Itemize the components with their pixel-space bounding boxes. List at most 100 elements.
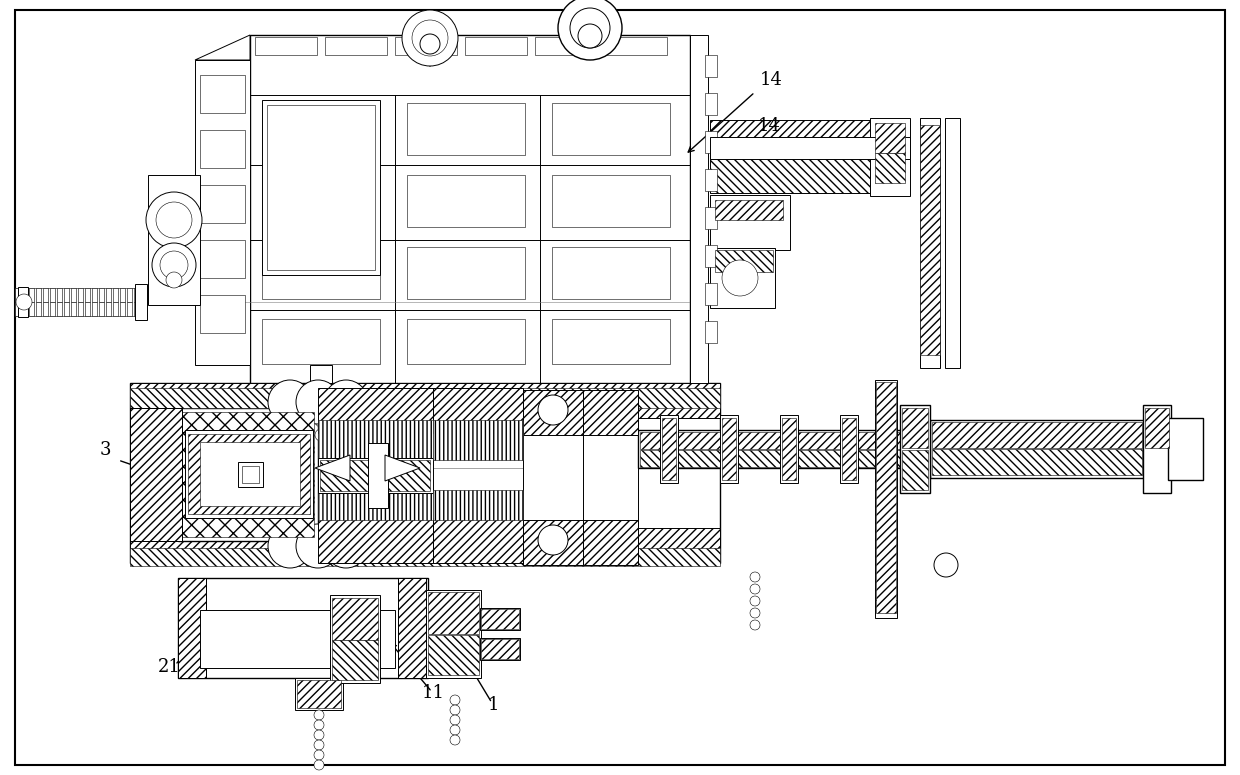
Circle shape [156, 202, 192, 238]
Bar [50, 288, 55, 302]
Bar [428, 592, 479, 634]
Circle shape [268, 380, 312, 424]
Bar [870, 118, 910, 196]
Bar [78, 302, 83, 316]
Bar [134, 302, 139, 316]
Bar [920, 125, 940, 355]
Bar [50, 302, 55, 316]
Bar [317, 518, 433, 563]
Bar [407, 319, 525, 364]
Circle shape [402, 10, 458, 66]
Bar [325, 37, 387, 55]
Bar [78, 288, 83, 302]
Bar [29, 288, 33, 302]
Circle shape [324, 380, 368, 424]
Text: 3: 3 [100, 441, 112, 459]
Bar [86, 288, 91, 302]
Bar [317, 388, 433, 433]
Bar [29, 302, 33, 316]
Bar [262, 100, 379, 275]
Circle shape [160, 251, 188, 279]
Bar [523, 520, 583, 565]
Bar [113, 288, 118, 302]
Bar [130, 383, 720, 418]
Bar [407, 175, 525, 227]
Bar [660, 415, 678, 483]
Bar [295, 678, 343, 710]
Bar [22, 288, 27, 302]
Bar [875, 600, 897, 618]
Circle shape [750, 620, 760, 630]
Circle shape [450, 735, 460, 745]
Circle shape [296, 380, 340, 424]
Bar [238, 462, 263, 487]
Bar [433, 518, 523, 563]
Bar [332, 640, 378, 680]
Bar [398, 578, 427, 678]
Bar [43, 302, 48, 316]
Bar [200, 240, 246, 278]
Bar [86, 302, 91, 316]
Bar [480, 608, 520, 630]
Polygon shape [315, 455, 350, 481]
Bar [179, 578, 206, 678]
Text: 11: 11 [422, 684, 445, 702]
Bar [36, 302, 41, 316]
Circle shape [750, 572, 760, 582]
Bar [64, 302, 69, 316]
Bar [130, 383, 720, 563]
Circle shape [268, 524, 312, 568]
Bar [99, 288, 104, 302]
Bar [71, 302, 76, 316]
Bar [552, 319, 670, 364]
Circle shape [315, 415, 327, 427]
Bar [262, 175, 379, 227]
Bar [711, 158, 870, 193]
Bar [1168, 418, 1203, 480]
Bar [71, 288, 76, 302]
Circle shape [315, 429, 327, 441]
Bar [711, 137, 910, 159]
Bar [262, 247, 379, 299]
Bar [19, 287, 29, 317]
Bar [135, 284, 148, 320]
Bar [99, 302, 104, 316]
Bar [92, 288, 97, 302]
Bar [706, 93, 717, 115]
Bar [317, 458, 433, 493]
Bar [640, 432, 930, 449]
Circle shape [450, 705, 460, 715]
Bar [250, 35, 689, 390]
Bar [317, 490, 433, 520]
Bar [179, 578, 428, 678]
Bar [711, 248, 775, 308]
Bar [662, 418, 676, 480]
Circle shape [16, 294, 32, 310]
Bar [120, 288, 125, 302]
Bar [200, 75, 246, 113]
Bar [200, 610, 396, 668]
Bar [552, 247, 670, 299]
Circle shape [166, 272, 182, 288]
Bar [126, 288, 131, 302]
Bar [428, 635, 479, 675]
Bar [1143, 405, 1171, 493]
Bar [932, 449, 1142, 475]
Bar [120, 302, 125, 316]
Bar [330, 595, 379, 683]
Circle shape [578, 24, 601, 48]
Bar [465, 37, 527, 55]
Bar [398, 578, 427, 678]
Bar [57, 288, 62, 302]
Bar [875, 123, 905, 153]
Bar [262, 319, 379, 364]
Bar [130, 548, 720, 566]
Bar [706, 283, 717, 305]
Bar [689, 35, 708, 390]
Bar [105, 288, 112, 302]
Bar [945, 118, 960, 368]
Bar [332, 598, 378, 640]
Bar [427, 590, 481, 678]
Bar [433, 490, 523, 520]
Polygon shape [384, 455, 420, 481]
